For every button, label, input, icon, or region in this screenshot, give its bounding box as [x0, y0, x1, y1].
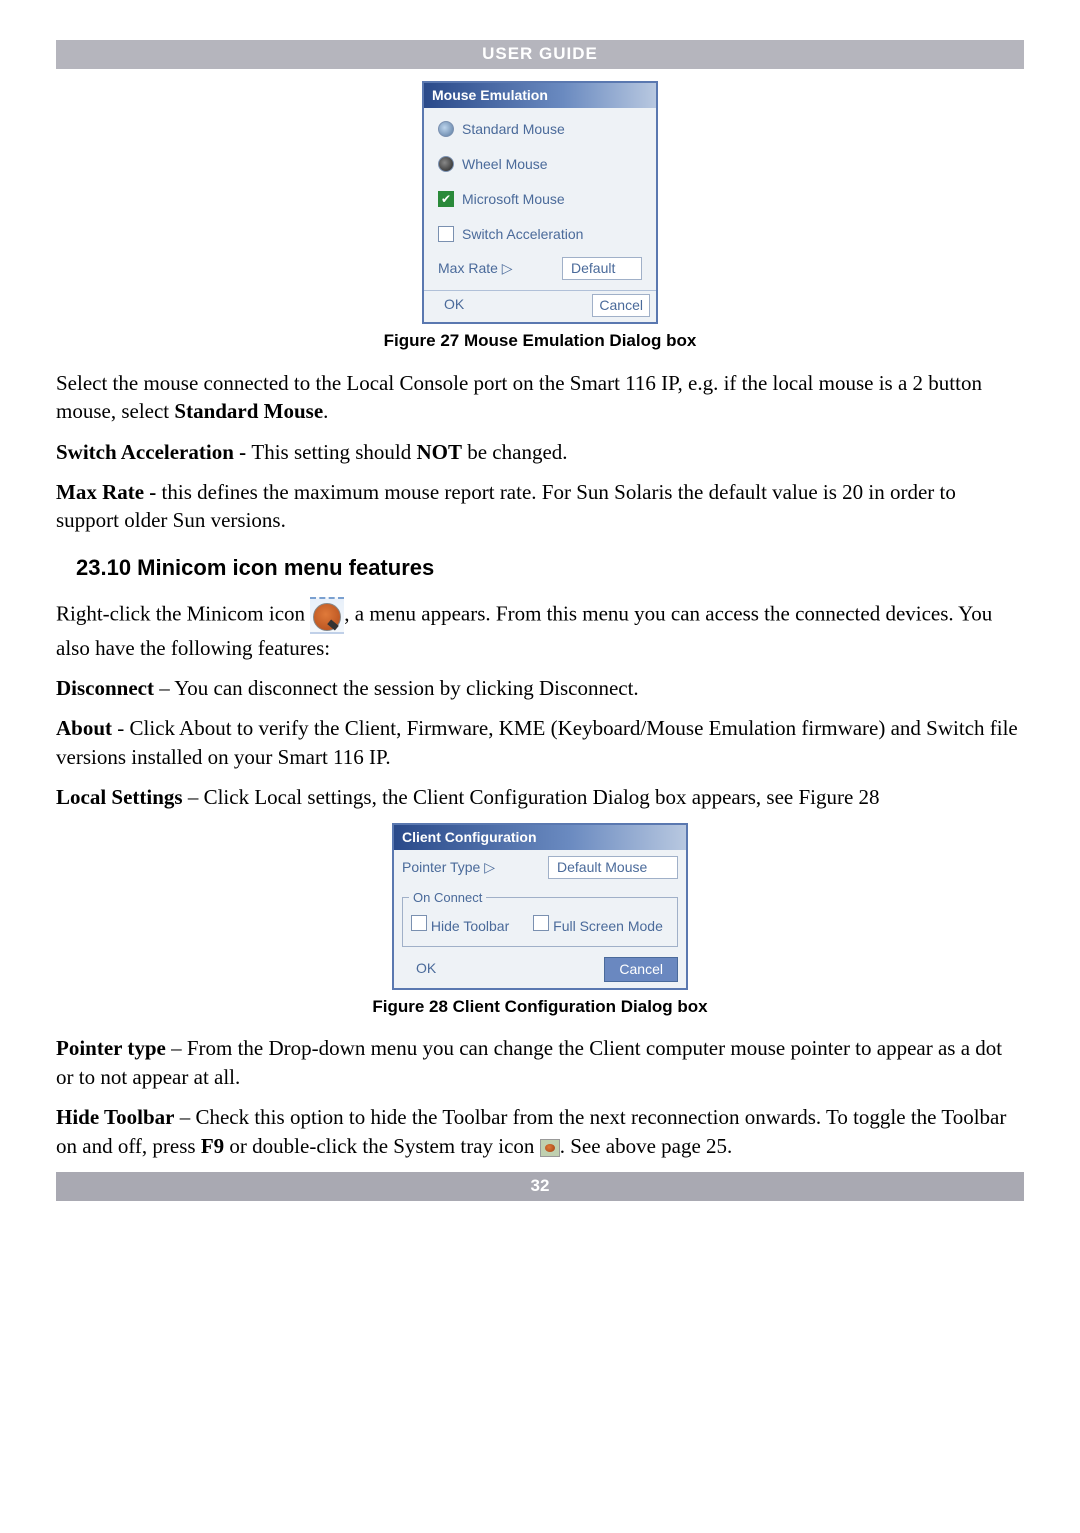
client-configuration-dialog: Client Configuration Pointer Type ▷ Defa…: [392, 823, 688, 989]
system-tray-icon: [540, 1139, 560, 1157]
option-label: Wheel Mouse: [462, 155, 548, 174]
hide-toolbar-option[interactable]: Hide Toolbar: [411, 915, 509, 936]
paragraph: About - Click About to verify the Client…: [56, 714, 1024, 771]
checkbox-checked-icon: [438, 191, 454, 207]
text: .: [323, 399, 328, 423]
paragraph: Disconnect – You can disconnect the sess…: [56, 674, 1024, 702]
text: – Click Local settings, the Client Confi…: [183, 785, 880, 809]
option-label: Full Screen Mode: [553, 918, 663, 934]
full-screen-option[interactable]: Full Screen Mode: [533, 915, 663, 936]
on-connect-legend: On Connect: [409, 889, 486, 907]
text-bold: Pointer type: [56, 1036, 166, 1060]
text: . See above page 25.: [560, 1134, 733, 1158]
checkbox-icon: [533, 915, 549, 931]
text-bold: F9: [201, 1134, 224, 1158]
page-header: USER GUIDE: [56, 40, 1024, 69]
text: be changed.: [462, 440, 568, 464]
paragraph: Max Rate - this defines the maximum mous…: [56, 478, 1024, 535]
text-bold: Standard Mouse: [174, 399, 323, 423]
figure27-caption: Figure 27 Mouse Emulation Dialog box: [56, 330, 1024, 353]
paragraph: Hide Toolbar – Check this option to hide…: [56, 1103, 1024, 1160]
paragraph: Right-click the Minicom icon , a menu ap…: [56, 597, 1024, 663]
option-label: Switch Acceleration: [462, 225, 583, 244]
cancel-button[interactable]: Cancel: [604, 957, 678, 982]
checkbox-icon: [411, 915, 427, 931]
text: – You can disconnect the session by clic…: [154, 676, 639, 700]
mouse-emulation-dialog: Mouse Emulation Standard Mouse Wheel Mou…: [422, 81, 658, 324]
option-label: Hide Toolbar: [431, 918, 509, 934]
paragraph: Switch Acceleration - This setting shoul…: [56, 438, 1024, 466]
max-rate-row: Max Rate ▷ Default: [432, 251, 648, 290]
cancel-button[interactable]: Cancel: [592, 294, 650, 317]
paragraph: Select the mouse connected to the Local …: [56, 369, 1024, 426]
section-heading: 23.10 Minicom icon menu features: [76, 553, 1024, 583]
text: this defines the maximum mouse report ra…: [56, 480, 956, 532]
text-bold: About: [56, 716, 112, 740]
option-wheel-mouse[interactable]: Wheel Mouse: [432, 147, 648, 182]
text: - Click About to verify the Client, Firm…: [56, 716, 1018, 768]
option-label: Microsoft Mouse: [462, 190, 565, 209]
text-bold: NOT: [416, 440, 462, 464]
paragraph: Pointer type – From the Drop-down menu y…: [56, 1034, 1024, 1091]
pointer-type-value[interactable]: Default Mouse: [548, 856, 678, 879]
text: or double-click the System tray icon: [224, 1134, 540, 1158]
ok-button[interactable]: OK: [402, 957, 450, 982]
mouse-emulation-title: Mouse Emulation: [424, 83, 656, 108]
client-configuration-title: Client Configuration: [394, 825, 686, 850]
checkbox-icon: [438, 226, 454, 242]
figure28-caption: Figure 28 Client Configuration Dialog bo…: [56, 996, 1024, 1019]
wheel-mouse-icon: [438, 156, 454, 172]
on-connect-group: On Connect Hide Toolbar Full Screen Mode: [402, 889, 678, 946]
standard-mouse-icon: [438, 121, 454, 137]
max-rate-label: Max Rate ▷: [438, 259, 513, 278]
paragraph: Local Settings – Click Local settings, t…: [56, 783, 1024, 811]
text-bold: Local Settings: [56, 785, 183, 809]
ok-button[interactable]: OK: [424, 291, 586, 322]
text: This setting should: [251, 440, 416, 464]
text-bold: Switch Acceleration -: [56, 440, 251, 464]
text: Right-click the Minicom icon: [56, 601, 310, 625]
max-rate-value[interactable]: Default: [562, 257, 642, 280]
option-switch-acceleration[interactable]: Switch Acceleration: [432, 217, 648, 252]
text-bold: Max Rate -: [56, 480, 162, 504]
pointer-type-label: Pointer Type ▷: [402, 858, 495, 877]
option-standard-mouse[interactable]: Standard Mouse: [432, 112, 648, 147]
option-label: Standard Mouse: [462, 120, 565, 139]
minicom-icon: [313, 603, 341, 631]
text-bold: Disconnect: [56, 676, 154, 700]
text-bold: Hide Toolbar: [56, 1105, 174, 1129]
option-microsoft-mouse[interactable]: Microsoft Mouse: [432, 182, 648, 217]
minicom-icon-wrapper: [310, 597, 344, 634]
page-footer: 32: [56, 1172, 1024, 1201]
text: – From the Drop-down menu you can change…: [56, 1036, 1002, 1088]
